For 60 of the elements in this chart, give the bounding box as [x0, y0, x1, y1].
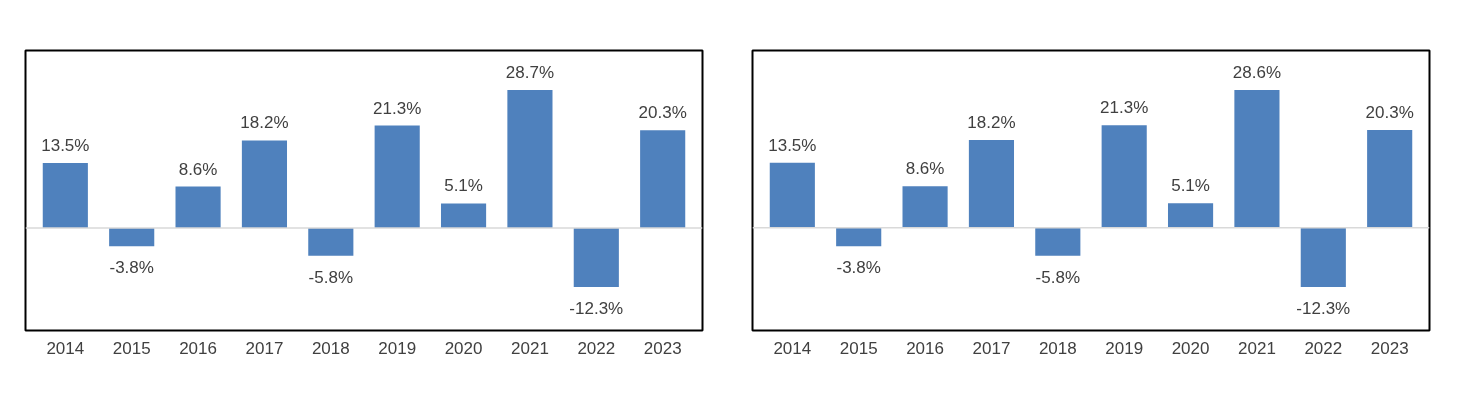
x-tick-label: 2014: [773, 338, 812, 358]
data-label: 28.6%: [1232, 62, 1282, 82]
bar: [175, 186, 221, 228]
x-tick-label: 2019: [1105, 338, 1144, 358]
x-tick-label: 2016: [906, 338, 944, 358]
data-label: 18.2%: [967, 113, 1016, 133]
bar: [42, 163, 88, 228]
data-label: -3.8%: [109, 258, 154, 278]
bar: [836, 227, 882, 247]
data-label: 21.3%: [1100, 98, 1149, 118]
x-tick-label: 2017: [245, 338, 284, 358]
bar: [109, 227, 155, 247]
data-label: 13.5%: [41, 136, 90, 156]
data-label: 18.2%: [240, 113, 289, 133]
data-label: -5.8%: [308, 267, 354, 287]
bar: [241, 140, 288, 228]
bar: [374, 125, 420, 228]
x-tick-label: 2021: [511, 338, 549, 358]
bar: [1101, 125, 1147, 228]
x-tick-label: 2022: [577, 338, 616, 358]
data-label: -5.8%: [1035, 267, 1081, 287]
bar: [902, 186, 948, 228]
x-tick-label: 2016: [179, 338, 217, 358]
x-tick-label: 2018: [1038, 338, 1077, 358]
bar: [1234, 89, 1280, 228]
bar: [1167, 203, 1214, 228]
bar: [440, 203, 487, 228]
data-label: 8.6%: [178, 159, 218, 179]
data-label: 28.7%: [505, 62, 555, 82]
data-label: -12.3%: [1296, 299, 1351, 319]
x-tick-label: 2020: [1171, 338, 1210, 358]
bar: [1367, 129, 1413, 228]
x-tick-label: 2015: [112, 338, 151, 358]
x-tick-label: 2017: [972, 338, 1011, 358]
x-tick-label: 2019: [378, 338, 417, 358]
data-label: 5.1%: [444, 176, 483, 196]
data-label: 8.6%: [905, 159, 945, 179]
x-tick-label: 2014: [46, 338, 85, 358]
data-label: 21.3%: [373, 98, 422, 118]
data-label: 13.5%: [768, 135, 817, 155]
data-label: 5.1%: [1171, 176, 1210, 196]
x-tick-label: 2020: [444, 338, 483, 358]
bar: [507, 89, 553, 228]
x-tick-label: 2015: [839, 338, 878, 358]
data-label: -3.8%: [836, 258, 881, 278]
data-label: 20.3%: [1365, 102, 1414, 122]
data-label: 20.3%: [638, 103, 687, 123]
data-label: -12.3%: [569, 299, 624, 319]
x-tick-label: 2022: [1304, 338, 1343, 358]
x-tick-label: 2023: [643, 338, 682, 358]
bar: [769, 162, 815, 228]
bar: [308, 227, 354, 256]
bar: [573, 227, 619, 288]
x-tick-label: 2023: [1370, 338, 1409, 358]
bar: [968, 140, 1015, 228]
bar: [1300, 227, 1346, 288]
x-tick-label: 2021: [1238, 338, 1276, 358]
bar: [1035, 227, 1081, 256]
bar: [640, 130, 686, 228]
x-tick-label: 2018: [311, 338, 350, 358]
